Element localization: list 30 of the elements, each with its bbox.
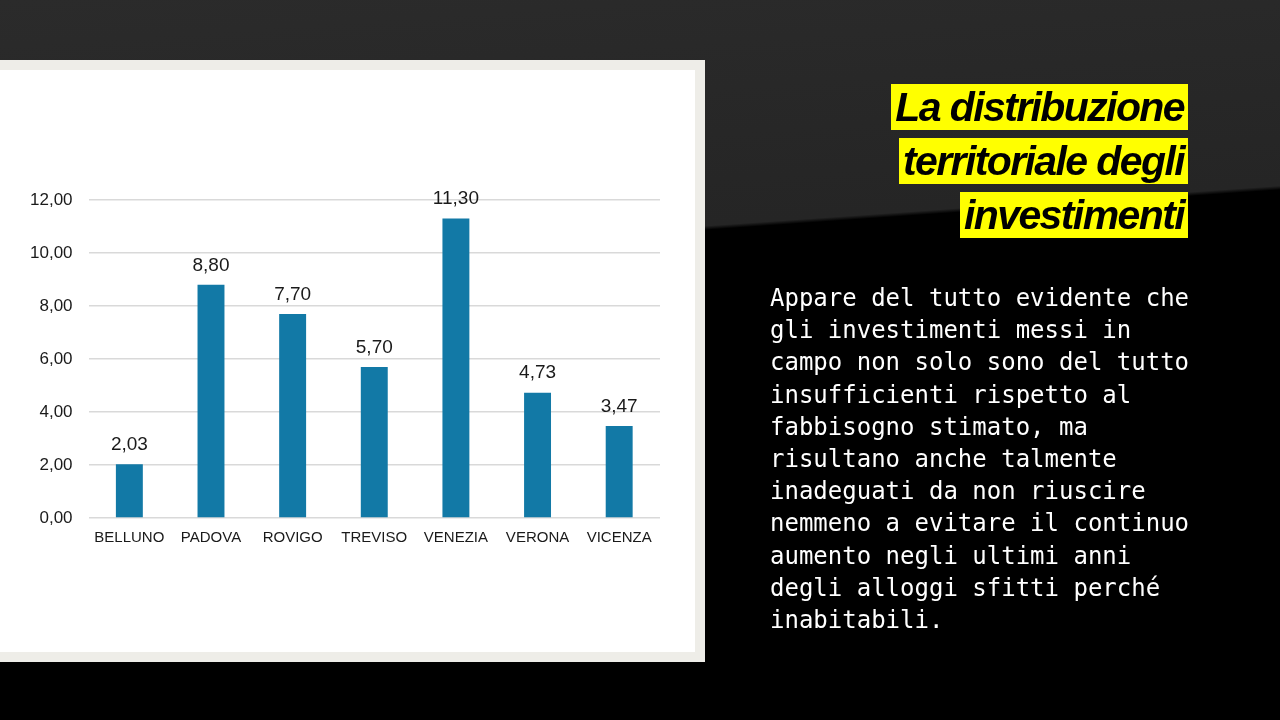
data-label: 4,73 [519,361,557,383]
x-tick-label: ROVIGO [262,528,323,546]
text: Appare del tutto evidente che gli investimenti messi in campo non solo sono del tutto insufficienti rispetto al fabbisogno stimato, ma risultano anche talmente inadeguati da non riuscire nemmeno a evitare il continuo aumento negli ultimi anni degli alloggi sfitti perché inabitabili. [770,284,1190,635]
y-tick-label: 4,00 [39,401,73,421]
bar [524,392,552,518]
x-tick-label: VERONA [505,528,570,546]
data-label: 8,80 [192,253,230,275]
y-tick-label: 6,00 [39,348,73,368]
x-tick-label: BELLUNO [94,528,165,546]
data-label: 2,03 [110,432,148,454]
bar [360,366,388,518]
bar [279,313,307,518]
data-label: 11,30 [432,187,479,209]
bar [442,218,470,518]
y-tick-label: 8,00 [39,295,73,315]
bar [197,284,225,518]
y-tick-label: 10,00 [29,242,73,262]
x-tick-label: PADOVA [180,528,242,546]
y-tick-label: 12,00 [29,189,73,209]
bar [115,464,143,518]
data-label: 5,70 [355,335,393,357]
bar [605,426,633,518]
x-tick-label: TREVISO [341,528,408,546]
data-label: 3,47 [600,394,638,416]
data-label: 7,70 [274,282,312,304]
y-tick-label: 2,00 [39,454,73,474]
x-tick-label: VICENZA [586,528,652,546]
x-tick-label: VENEZIA [423,528,488,546]
text: La distribuzione territoriale degli investimenti [891,84,1188,238]
y-tick-label: 0,00 [39,507,73,527]
